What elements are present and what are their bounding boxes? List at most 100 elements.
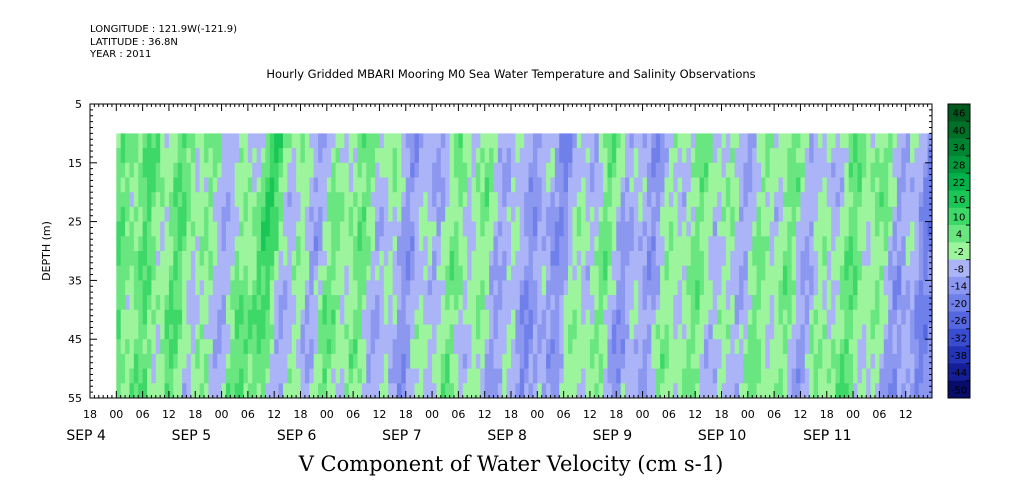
heatmap-cell xyxy=(138,368,144,384)
heatmap-cell xyxy=(475,236,481,252)
heatmap-cell xyxy=(563,162,569,178)
heatmap-cell xyxy=(585,251,591,267)
heatmap-cell xyxy=(151,192,157,208)
heatmap-cell xyxy=(892,251,898,267)
heatmap-cell xyxy=(550,383,556,399)
heatmap-cell xyxy=(379,368,385,384)
heatmap-cell xyxy=(576,265,582,281)
heatmap-cell xyxy=(809,309,814,325)
heatmap-cell xyxy=(598,206,604,222)
heatmap-cell xyxy=(186,353,192,369)
heatmap-cell xyxy=(445,221,451,237)
heatmap-cell xyxy=(905,133,911,149)
heatmap-cell xyxy=(129,206,135,222)
heatmap-cell xyxy=(396,339,402,355)
colorbar-label: 40 xyxy=(953,126,966,137)
heatmap-cell xyxy=(274,280,279,296)
heatmap-cell xyxy=(568,177,573,193)
heatmap-cell xyxy=(155,265,161,281)
heatmap-cell xyxy=(927,309,933,325)
heatmap-cell xyxy=(168,383,174,399)
heatmap-cell xyxy=(173,148,179,164)
heatmap-cell xyxy=(506,383,512,399)
heatmap-cell xyxy=(353,368,358,384)
heatmap-cell xyxy=(173,280,179,296)
heatmap-cell xyxy=(265,309,271,325)
heatmap-cell xyxy=(440,251,446,267)
heatmap-cell xyxy=(282,383,288,399)
heatmap-cell xyxy=(480,221,486,237)
heatmap-cell xyxy=(471,251,477,267)
heatmap-cell xyxy=(660,162,665,178)
heatmap-cell xyxy=(857,353,863,369)
heatmap-cell xyxy=(638,133,643,149)
heatmap-cell xyxy=(462,295,468,311)
heatmap-cell xyxy=(918,177,924,193)
heatmap-cell xyxy=(537,251,543,267)
heatmap-cell xyxy=(581,309,586,325)
heatmap-cell xyxy=(296,192,301,208)
heatmap-cell xyxy=(717,221,722,237)
heatmap-cell xyxy=(234,236,240,252)
heatmap-cell xyxy=(712,368,718,384)
heatmap-cell xyxy=(383,206,389,222)
heatmap-cell xyxy=(883,383,889,399)
heatmap-cell xyxy=(471,368,477,384)
heatmap-cell xyxy=(256,206,262,222)
heatmap-cell xyxy=(712,383,718,399)
heatmap-cell xyxy=(769,280,775,296)
heatmap-cell xyxy=(370,383,376,399)
heatmap-cell xyxy=(313,295,319,311)
heatmap-cell xyxy=(287,206,293,222)
heatmap-cell xyxy=(839,162,845,178)
heatmap-cell xyxy=(445,192,451,208)
heatmap-cell xyxy=(730,192,736,208)
heatmap-cell xyxy=(524,236,529,252)
heatmap-cell xyxy=(695,309,700,325)
heatmap-cell xyxy=(212,280,218,296)
heatmap-cell xyxy=(462,368,468,384)
heatmap-cell xyxy=(199,192,205,208)
heatmap-cell xyxy=(493,251,499,267)
heatmap-cell xyxy=(318,383,323,399)
heatmap-cell xyxy=(256,177,262,193)
heatmap-cell xyxy=(800,192,806,208)
heatmap-cell xyxy=(129,324,135,340)
heatmap-cell xyxy=(221,206,227,222)
heatmap-cell xyxy=(515,133,521,149)
heatmap-cell xyxy=(809,251,814,267)
heatmap-cell xyxy=(480,177,486,193)
heatmap-cell xyxy=(756,162,762,178)
heatmap-cell xyxy=(195,353,201,369)
heatmap-cell xyxy=(734,236,740,252)
heatmap-cell xyxy=(182,251,187,267)
colorbar-label: 22 xyxy=(953,178,966,189)
heatmap-cell xyxy=(629,192,635,208)
heatmap-cell xyxy=(287,280,293,296)
heatmap-cell xyxy=(168,133,174,149)
heatmap-cell xyxy=(721,192,727,208)
heatmap-cell xyxy=(655,353,661,369)
heatmap-cell xyxy=(471,133,477,149)
heatmap-cell xyxy=(304,148,310,164)
colorbar-label: 10 xyxy=(953,212,966,223)
heatmap-cell xyxy=(546,280,551,296)
heatmap-cell xyxy=(168,280,174,296)
heatmap-cell xyxy=(322,236,328,252)
heatmap-cell xyxy=(388,339,393,355)
heatmap-cell xyxy=(686,280,692,296)
heatmap-cell xyxy=(826,324,832,340)
heatmap-cell xyxy=(699,162,705,178)
heatmap-cell xyxy=(190,295,196,311)
heatmap-cell xyxy=(401,251,407,267)
heatmap-cell xyxy=(699,339,705,355)
heatmap-cell xyxy=(734,324,740,340)
heatmap-cell xyxy=(458,251,464,267)
heatmap-cell xyxy=(537,265,543,281)
heatmap-cell xyxy=(620,192,626,208)
heatmap-cell xyxy=(524,251,529,267)
heatmap-cell xyxy=(182,368,187,384)
heatmap-cell xyxy=(326,177,332,193)
heatmap-cell xyxy=(269,251,275,267)
heatmap-cell xyxy=(375,383,380,399)
